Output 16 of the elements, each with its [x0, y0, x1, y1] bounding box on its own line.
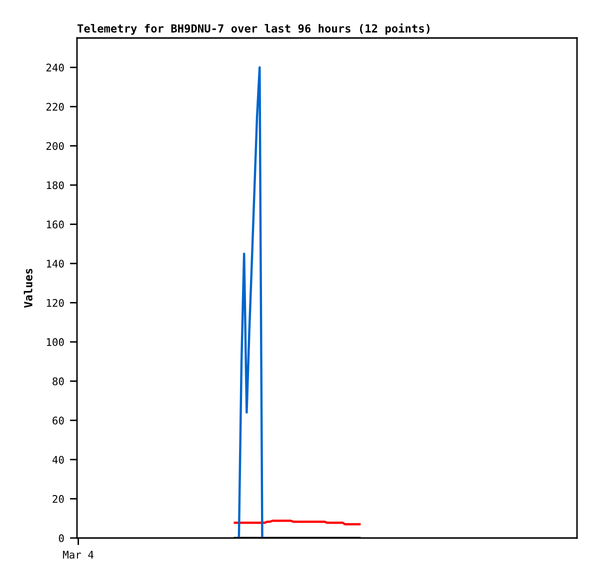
y-tick-label: 180 [46, 181, 64, 190]
y-tick-label: 60 [52, 416, 64, 424]
y-tick-label: 120 [46, 298, 64, 307]
x-tick-label: Mar 4 [63, 550, 94, 559]
y-tick-label: 40 [52, 456, 64, 464]
y-tick-label: 220 [46, 102, 64, 111]
y-tick-label: 80 [52, 377, 64, 386]
y-tick-label: 20 [52, 495, 64, 503]
chart-title: Telemetry for BH9DNU-7 over last 96 hours (12 points) [77, 23, 430, 35]
y-tick-label: 100 [46, 338, 64, 346]
y-tick-label: 200 [46, 142, 64, 150]
y-tick-label: 240 [46, 64, 64, 72]
y-tick-label: 160 [46, 220, 64, 228]
y-tick-label: 140 [46, 260, 64, 268]
y-tick-label: 0 [58, 534, 64, 542]
y-axis-title: Values [24, 268, 32, 308]
